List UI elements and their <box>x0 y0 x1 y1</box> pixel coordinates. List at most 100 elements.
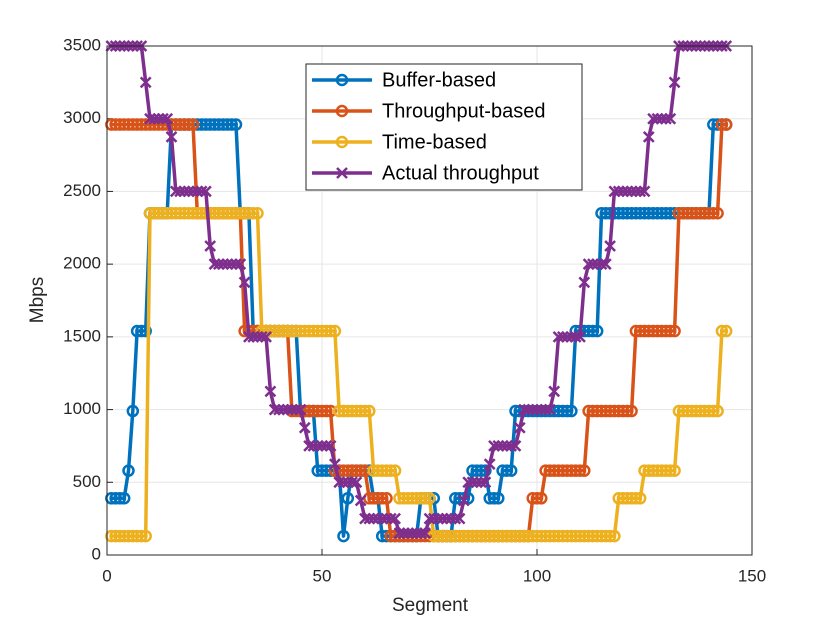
marker <box>122 464 135 477</box>
marker <box>642 131 655 143</box>
marker <box>659 324 673 338</box>
marker <box>432 512 444 525</box>
marker <box>444 529 458 543</box>
marker <box>173 206 187 220</box>
marker <box>543 464 557 477</box>
marker <box>410 492 423 505</box>
marker <box>384 512 397 525</box>
marker <box>642 324 656 338</box>
marker <box>109 118 122 131</box>
marker <box>380 492 393 505</box>
marker <box>668 76 681 89</box>
legend-marker <box>335 73 349 87</box>
marker <box>389 512 401 525</box>
marker <box>410 527 423 540</box>
marker <box>629 324 643 338</box>
marker <box>328 324 342 338</box>
marker <box>423 492 436 505</box>
marker <box>316 440 328 452</box>
marker <box>246 206 260 220</box>
marker <box>238 276 251 289</box>
marker <box>225 206 238 220</box>
marker <box>715 118 729 131</box>
marker <box>225 258 238 271</box>
marker <box>608 185 621 198</box>
marker <box>711 206 724 220</box>
legend-label: Actual throughput <box>382 162 539 184</box>
marker <box>105 529 118 543</box>
marker <box>324 440 337 452</box>
marker <box>651 206 664 220</box>
marker <box>574 330 586 343</box>
marker <box>105 118 118 131</box>
marker <box>543 529 557 543</box>
marker <box>345 464 359 477</box>
marker <box>530 492 544 505</box>
marker <box>612 185 625 198</box>
marker <box>582 529 595 543</box>
marker <box>599 206 613 220</box>
marker <box>719 324 733 338</box>
marker <box>565 330 578 343</box>
marker <box>303 440 315 452</box>
marker <box>475 476 487 489</box>
series <box>105 206 733 543</box>
marker <box>621 185 634 198</box>
marker <box>414 492 428 505</box>
marker <box>229 118 243 131</box>
marker <box>573 529 587 543</box>
marker <box>530 529 544 543</box>
marker <box>483 492 496 505</box>
marker <box>375 492 389 505</box>
marker <box>135 529 148 543</box>
marker <box>152 112 165 125</box>
marker <box>668 324 681 338</box>
marker <box>664 112 677 125</box>
marker <box>603 529 617 543</box>
marker <box>586 404 600 418</box>
marker <box>315 404 329 418</box>
marker <box>320 440 333 452</box>
marker <box>556 529 570 543</box>
y-tick-label: 3000 <box>63 108 101 127</box>
marker <box>616 206 630 220</box>
marker <box>590 404 604 418</box>
marker <box>315 464 329 477</box>
marker <box>595 404 608 418</box>
marker <box>212 118 226 131</box>
marker <box>505 440 518 452</box>
marker <box>496 440 509 452</box>
marker <box>320 324 333 338</box>
marker <box>208 118 221 131</box>
marker <box>311 440 324 452</box>
marker <box>487 529 501 543</box>
marker <box>487 492 501 505</box>
marker <box>324 404 337 418</box>
marker <box>449 529 462 543</box>
marker <box>556 330 569 343</box>
marker <box>565 404 578 418</box>
marker <box>608 404 621 418</box>
marker <box>281 324 294 338</box>
marker <box>135 324 148 338</box>
marker <box>651 464 664 477</box>
marker <box>139 324 152 338</box>
marker <box>629 492 643 505</box>
marker <box>406 492 419 505</box>
marker <box>552 330 565 343</box>
marker <box>642 206 656 220</box>
marker <box>698 404 711 418</box>
marker <box>501 440 513 452</box>
marker <box>694 206 707 220</box>
marker <box>148 112 161 125</box>
marker <box>277 403 290 416</box>
marker <box>333 476 346 489</box>
marker <box>449 512 462 525</box>
marker <box>453 529 466 543</box>
marker <box>552 404 565 418</box>
marker <box>152 206 165 220</box>
marker <box>617 185 629 198</box>
marker <box>560 404 574 418</box>
marker <box>483 529 496 543</box>
